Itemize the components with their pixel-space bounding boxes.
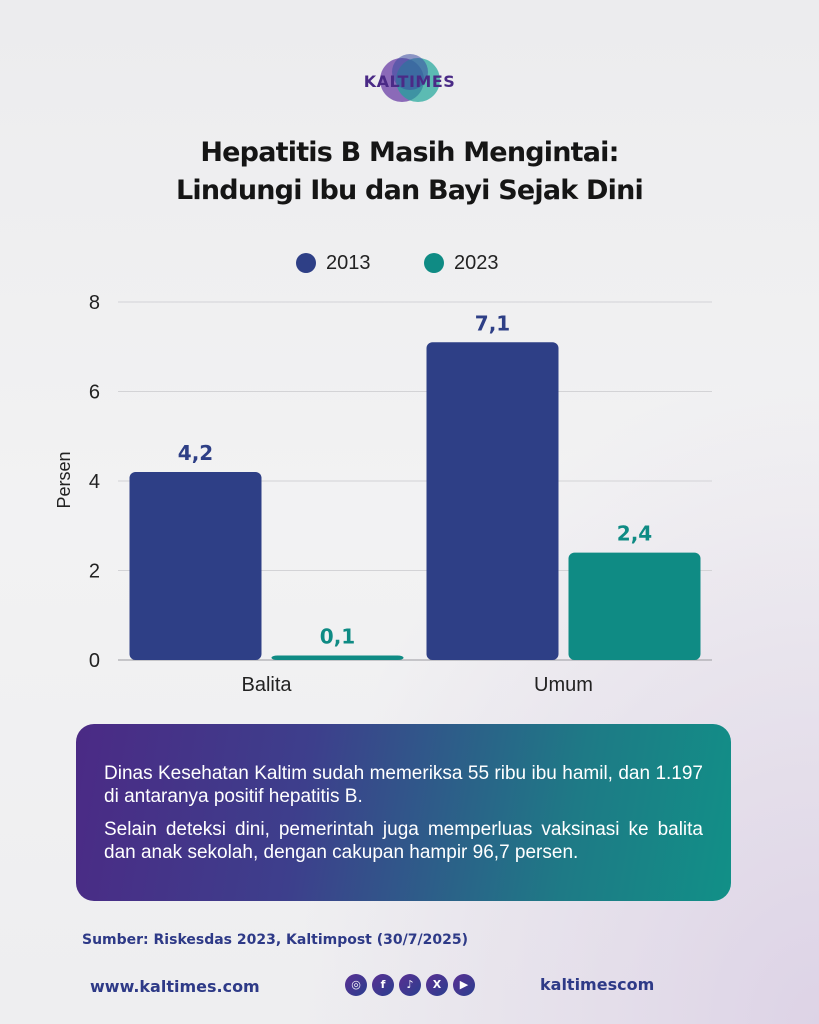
bar-label-balita-2013: 4,2 — [178, 441, 213, 465]
social-handle[interactable]: kaltimescom — [540, 975, 655, 994]
bar-label-umum-2013: 7,1 — [475, 311, 510, 335]
chart-bars — [129, 342, 701, 660]
legend-label-2013: 2013 — [326, 251, 371, 274]
source-note: Sumber: Riskesdas 2023, Kaltimpost (30/7… — [82, 932, 468, 948]
y-tick-label: 2 — [89, 561, 100, 583]
x-tick-label-balita: Balita — [241, 674, 292, 696]
legend-item-2013: 2013 — [296, 250, 371, 276]
bar-balita-2013 — [129, 472, 262, 660]
y-tick-label: 0 — [89, 650, 100, 672]
logo-text: KALTIMES — [363, 72, 456, 91]
legend-label-2023: 2023 — [454, 251, 499, 274]
youtube-icon[interactable]: ▶ — [453, 974, 475, 996]
bar-umum-2023 — [568, 552, 701, 660]
y-tick-label: 4 — [89, 471, 100, 493]
title-line-2: Lindungi Ibu dan Bayi Sejak Dini — [176, 175, 644, 206]
y-axis-label: Persen — [54, 451, 74, 508]
x-axis-ticks: Balita Umum — [241, 674, 592, 696]
tiktok-icon[interactable]: ♪ — [399, 974, 421, 996]
bar-label-umum-2023: 2,4 — [617, 522, 652, 546]
legend-item-2023: 2023 — [424, 250, 499, 276]
website-link[interactable]: www.kaltimes.com — [90, 977, 260, 996]
legend-dot-2023 — [424, 253, 444, 273]
chart-legend: 2013 2023 — [0, 250, 819, 276]
facebook-icon[interactable]: f — [372, 974, 394, 996]
social-icons: ◎ f ♪ X ▶ — [345, 974, 480, 996]
brand-logo: KALTIMES — [0, 50, 819, 110]
y-axis-ticks: 0 2 4 6 8 — [89, 292, 100, 672]
logo-circles-icon — [380, 54, 440, 102]
y-tick-label: 6 — [89, 382, 100, 404]
info-paragraph-1: Dinas Kesehatan Kaltim sudah memeriksa 5… — [104, 763, 703, 807]
bar-balita-2023 — [271, 655, 404, 660]
bar-label-balita-2023: 0,1 — [320, 625, 355, 649]
bar-value-labels: 4,2 0,1 7,1 2,4 — [178, 311, 652, 648]
bar-chart: 0 2 4 6 8 Persen 4,2 0,1 7,1 2,4 Balita Umum — [54, 292, 712, 696]
info-box: Dinas Kesehatan Kaltim sudah memeriksa 5… — [76, 724, 731, 901]
bar-umum-2013 — [426, 342, 559, 660]
instagram-icon[interactable]: ◎ — [345, 974, 367, 996]
page-title: Hepatitis B Masih Mengintai: Lindungi Ib… — [0, 134, 819, 210]
x-icon[interactable]: X — [426, 974, 448, 996]
y-tick-label: 8 — [89, 292, 100, 314]
info-paragraph-2: Selain deteksi dini, pemerintah juga mem… — [104, 819, 703, 863]
x-tick-label-umum: Umum — [534, 674, 593, 696]
title-line-1: Hepatitis B Masih Mengintai: — [200, 137, 619, 168]
legend-dot-2013 — [296, 253, 316, 273]
